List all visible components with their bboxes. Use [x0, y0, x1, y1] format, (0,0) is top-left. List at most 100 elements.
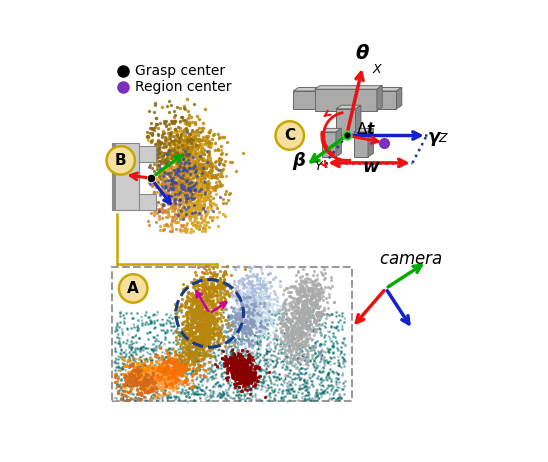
Point — [211, 356, 220, 363]
Point — [190, 341, 198, 348]
Point — [127, 368, 135, 375]
Point — [172, 348, 181, 355]
Point — [176, 165, 185, 173]
Point — [156, 166, 165, 174]
Point — [206, 328, 214, 335]
Point — [288, 340, 296, 347]
Point — [209, 276, 218, 283]
Point — [232, 359, 241, 366]
Point — [320, 320, 329, 328]
Point — [198, 136, 207, 144]
Point — [246, 295, 254, 303]
Point — [181, 209, 190, 217]
Point — [179, 367, 188, 375]
Point — [208, 391, 216, 398]
Point — [238, 365, 247, 373]
Point — [310, 302, 319, 310]
Point — [183, 225, 192, 232]
Point — [165, 393, 174, 401]
Point — [291, 327, 300, 334]
Point — [155, 353, 163, 360]
Point — [300, 286, 309, 293]
Point — [122, 363, 131, 371]
Point — [292, 302, 300, 310]
Point — [278, 388, 287, 395]
Point — [198, 347, 207, 354]
Point — [264, 309, 272, 316]
Point — [208, 310, 216, 317]
Point — [177, 187, 186, 194]
Point — [208, 160, 216, 167]
Point — [253, 313, 262, 320]
Point — [174, 170, 182, 177]
Point — [260, 388, 269, 395]
Point — [156, 377, 165, 384]
Point — [205, 163, 214, 170]
Point — [182, 322, 191, 330]
Point — [333, 383, 342, 391]
Point — [167, 356, 176, 364]
Point — [181, 141, 190, 149]
Point — [284, 334, 293, 342]
Point — [118, 308, 127, 316]
Point — [183, 174, 192, 182]
Point — [194, 360, 203, 367]
Point — [206, 188, 214, 195]
Point — [231, 355, 240, 363]
Point — [198, 298, 207, 306]
Point — [178, 171, 187, 179]
Point — [176, 187, 185, 195]
Point — [170, 365, 179, 373]
Point — [187, 314, 196, 322]
Point — [188, 153, 197, 160]
Point — [165, 366, 174, 373]
Point — [237, 315, 246, 322]
Point — [151, 370, 160, 377]
Point — [182, 140, 191, 147]
Point — [304, 275, 313, 283]
Point — [259, 295, 268, 302]
Point — [243, 366, 252, 373]
Point — [241, 342, 249, 349]
Point — [241, 366, 250, 373]
Point — [190, 308, 199, 315]
Point — [217, 311, 226, 319]
Point — [234, 357, 243, 365]
Point — [182, 198, 191, 206]
Point — [145, 378, 154, 385]
Point — [296, 335, 305, 342]
Point — [175, 161, 184, 169]
Point — [239, 322, 248, 329]
Point — [162, 328, 171, 336]
Point — [308, 299, 317, 307]
Point — [287, 293, 295, 300]
Point — [234, 310, 243, 317]
Point — [242, 323, 251, 330]
Point — [195, 303, 204, 310]
Point — [224, 196, 232, 204]
Point — [146, 377, 155, 385]
Point — [293, 316, 302, 324]
Point — [201, 322, 209, 330]
Point — [151, 377, 159, 384]
Point — [169, 168, 178, 175]
Point — [304, 308, 313, 315]
Point — [182, 129, 191, 136]
Point — [287, 362, 296, 369]
Point — [186, 179, 195, 187]
Point — [181, 147, 190, 154]
Point — [125, 381, 134, 388]
Point — [297, 319, 306, 326]
Point — [195, 177, 204, 184]
Point — [181, 182, 190, 189]
Point — [271, 317, 279, 325]
Point — [238, 307, 247, 314]
Point — [203, 316, 212, 324]
Point — [178, 176, 187, 183]
Point — [332, 309, 340, 316]
Point — [239, 356, 248, 364]
Point — [182, 171, 191, 179]
Point — [181, 363, 190, 370]
Point — [167, 148, 176, 155]
Point — [189, 316, 197, 323]
